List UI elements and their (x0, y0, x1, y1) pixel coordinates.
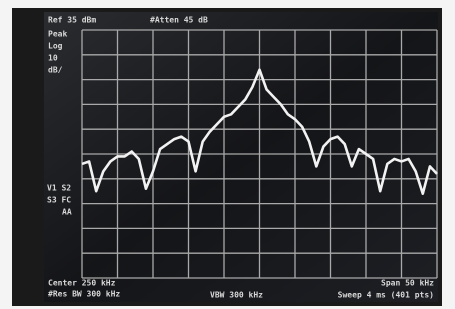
screen-label: #Atten 45 dB (150, 16, 208, 25)
screen-label: VBW 300 kHz (210, 291, 263, 300)
screen-label: V1 S2 (47, 184, 71, 193)
screen-label: AA (62, 208, 72, 217)
screen-label: 10 (48, 54, 58, 63)
screen-label: dB/ (48, 66, 63, 75)
analyzer-photo: Ref 35 dBm #Atten 45 dB Peak Log 10 dB/V1 S2 S… (0, 0, 455, 309)
page: {"chart_data": {"type": "line", "annotat… (0, 0, 455, 309)
screen (44, 12, 438, 302)
screen-label: S3 FC (47, 196, 71, 205)
screen-label: #Res BW 300 kHz (48, 290, 120, 299)
screen-label: Log (48, 42, 63, 51)
screen-label: Span 50 kHz (381, 279, 434, 288)
screen-label: Center 250 kHz (48, 279, 116, 288)
screen-label: Sweep 4 ms (401 pts) (338, 291, 434, 300)
screen-label: Peak (48, 30, 67, 39)
screen-label: Ref 35 dBm (48, 16, 96, 25)
